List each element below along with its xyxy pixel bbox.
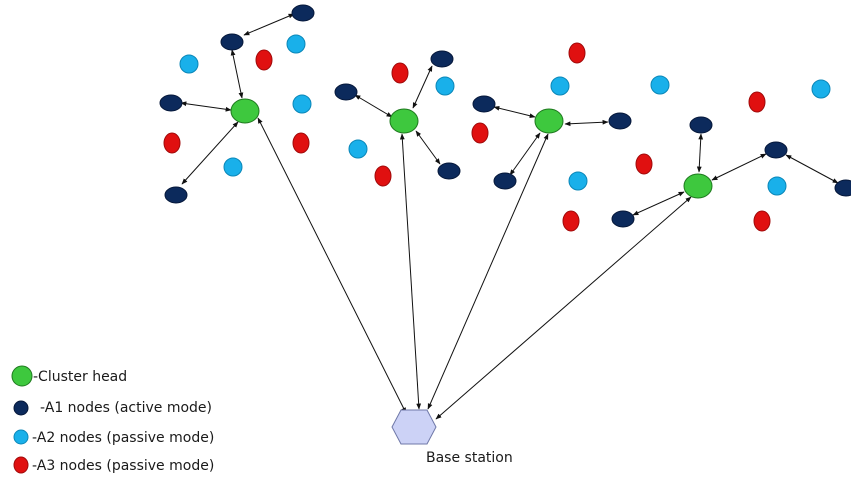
- edge: [711, 153, 767, 181]
- a2-node: [348, 139, 368, 159]
- a3-node: [753, 210, 771, 232]
- cluster-head-node: [683, 173, 713, 199]
- edge: [785, 154, 839, 184]
- a1-node: [164, 186, 188, 204]
- a3-node: [471, 122, 489, 144]
- a3-node: [374, 165, 392, 187]
- a2-node: [292, 94, 312, 114]
- edges: [180, 13, 839, 420]
- a2-nodes: [179, 34, 831, 196]
- legend-label: -Cluster head: [33, 369, 127, 385]
- a1-node: [291, 4, 315, 22]
- a1-nodes: [159, 4, 851, 228]
- legend-item-a3: -A3 nodes (passive mode): [13, 456, 214, 474]
- a2-node: [568, 171, 588, 191]
- base-station: Base station: [391, 409, 513, 466]
- a3-node: [292, 132, 310, 154]
- legend-item-a2: -A2 nodes (passive mode): [13, 429, 214, 446]
- cluster-heads: [230, 98, 713, 199]
- a2-node: [767, 176, 787, 196]
- navy-dot-icon: [13, 400, 29, 416]
- a2-node: [179, 54, 199, 74]
- a1-node: [159, 94, 183, 112]
- edge: [632, 191, 685, 216]
- edge: [493, 105, 536, 119]
- cluster-head-node: [534, 108, 564, 134]
- green-ellipse-icon: [11, 365, 33, 387]
- a1-node: [472, 95, 496, 113]
- a2-node: [550, 76, 570, 96]
- a1-node: [834, 179, 851, 197]
- a1-node: [220, 33, 244, 51]
- a3-node: [163, 132, 181, 154]
- edge: [354, 94, 393, 118]
- a1-node: [430, 50, 454, 68]
- base-station-label: Base station: [426, 450, 513, 466]
- edge: [435, 196, 692, 420]
- a3-node: [635, 153, 653, 175]
- a1-node: [437, 162, 461, 180]
- a3-node: [391, 62, 409, 84]
- legend: -Cluster head -A1 nodes (active mode) -A…: [11, 365, 214, 474]
- a2-node: [286, 34, 306, 54]
- edge: [415, 130, 441, 165]
- a2-node: [223, 157, 243, 177]
- a1-node: [689, 116, 713, 134]
- hexagon-icon: [391, 409, 437, 445]
- a3-nodes: [163, 42, 771, 232]
- edge: [696, 133, 704, 173]
- legend-item-a1: -A1 nodes (active mode): [13, 400, 212, 416]
- a3-node: [255, 49, 273, 71]
- legend-label: -A2 nodes (passive mode): [32, 430, 214, 446]
- a3-node: [568, 42, 586, 64]
- edge: [509, 132, 541, 176]
- edge: [230, 49, 244, 99]
- edge: [564, 119, 609, 127]
- edge: [399, 133, 422, 410]
- red-dot-icon: [13, 456, 29, 474]
- edge: [243, 13, 295, 36]
- a1-node: [611, 210, 635, 228]
- edge: [257, 117, 407, 414]
- cluster-head-node: [230, 98, 260, 124]
- edge: [412, 65, 433, 109]
- cluster-head-node: [389, 108, 419, 134]
- a1-node: [493, 172, 517, 190]
- legend-label: -A1 nodes (active mode): [40, 400, 212, 416]
- a2-node: [435, 76, 455, 96]
- edge: [181, 121, 239, 185]
- a1-node: [334, 83, 358, 101]
- legend-label: -A3 nodes (passive mode): [32, 458, 214, 474]
- a2-node: [811, 79, 831, 99]
- edge: [180, 101, 232, 112]
- a3-node: [748, 91, 766, 113]
- cyan-dot-icon: [13, 429, 29, 445]
- a2-node: [650, 75, 670, 95]
- a3-node: [562, 210, 580, 232]
- a1-node: [764, 141, 788, 159]
- a1-node: [608, 112, 632, 130]
- legend-item-cluster-head: -Cluster head: [11, 365, 127, 387]
